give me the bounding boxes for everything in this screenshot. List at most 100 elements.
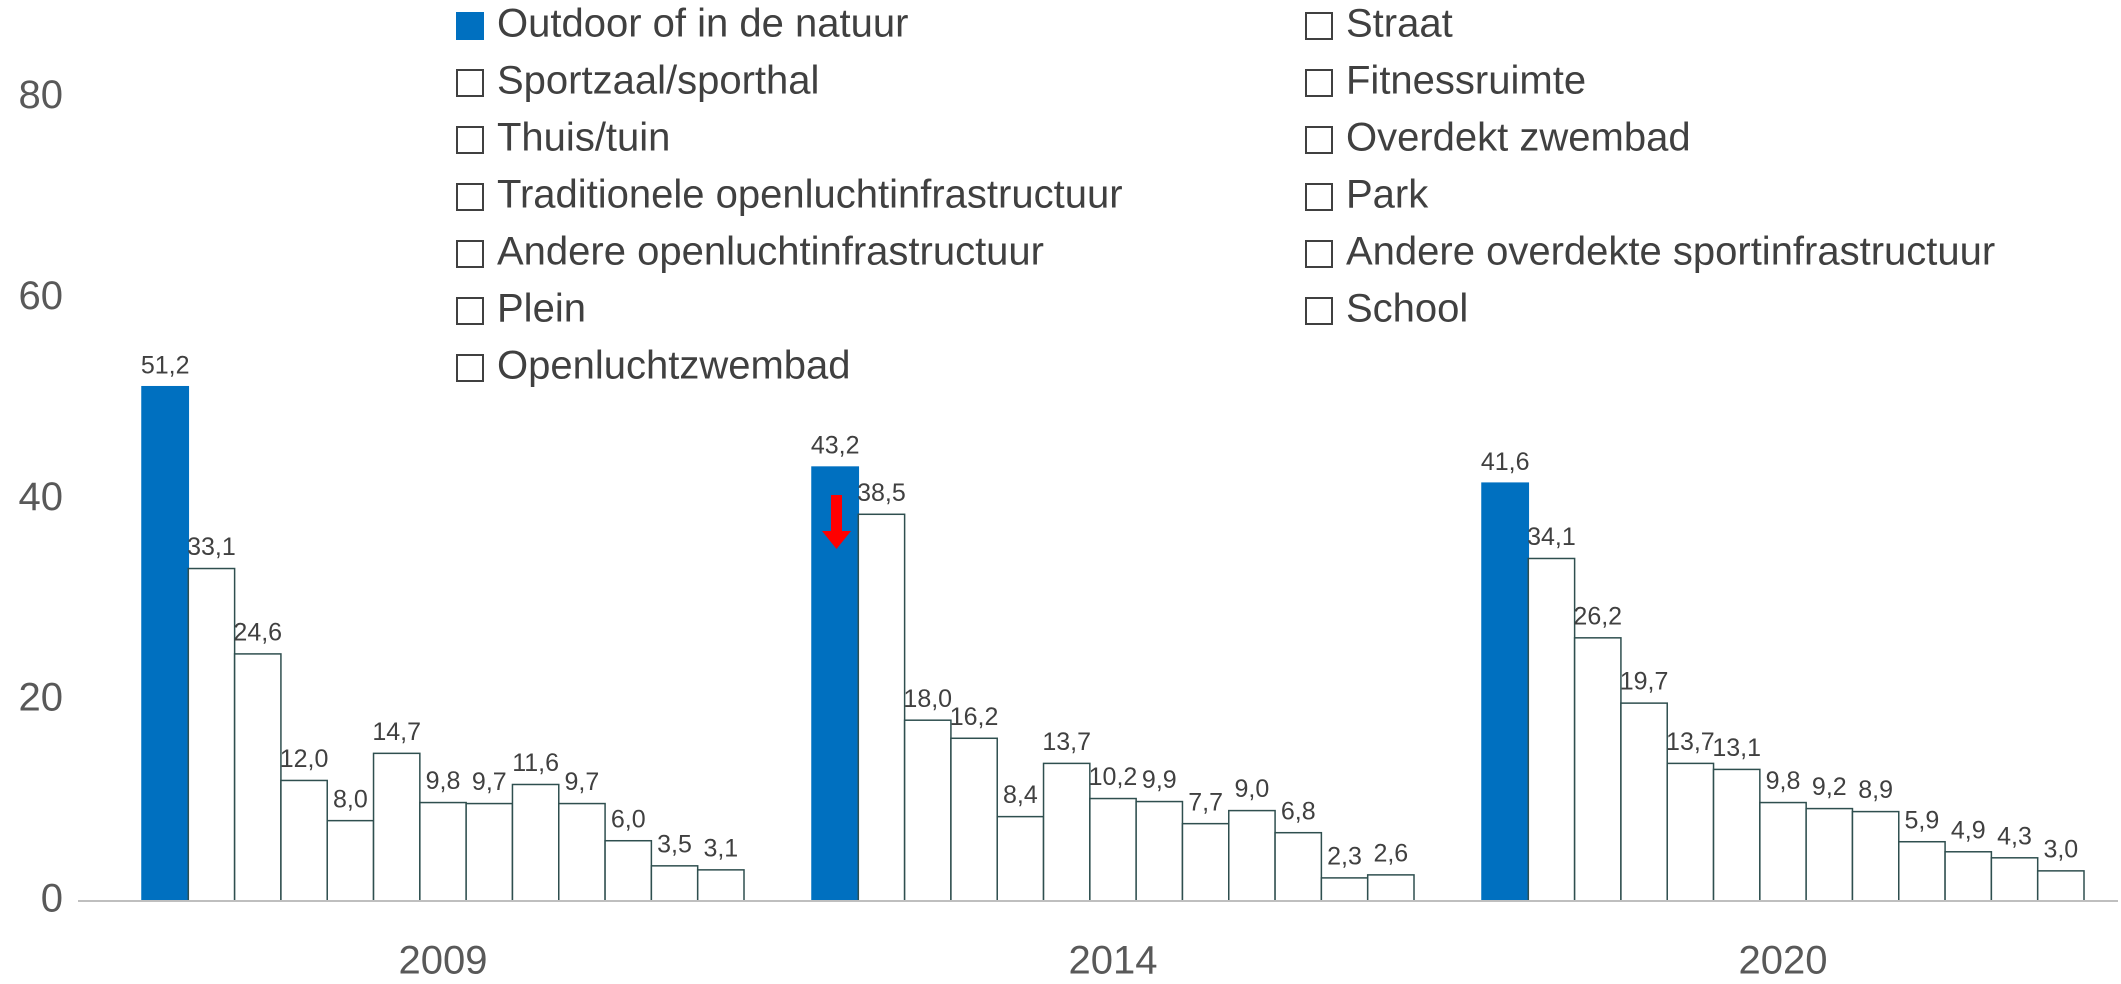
value-label: 26,2	[1573, 602, 1622, 630]
value-label: 8,0	[333, 785, 368, 813]
y-tick-label: 80	[19, 73, 64, 117]
value-label: 8,9	[1858, 776, 1893, 804]
x-tick-label: 2009	[399, 939, 488, 983]
value-label: 9,7	[472, 768, 507, 796]
value-label: 8,4	[1003, 781, 1038, 809]
bar	[1181, 822, 1230, 902]
bar	[1527, 557, 1576, 902]
legend-swatch	[456, 126, 484, 154]
y-tick-label: 40	[19, 475, 64, 519]
x-tick-label: 2014	[1069, 939, 1158, 983]
bar	[650, 865, 699, 902]
legend-label: School	[1346, 287, 1468, 331]
value-label: 51,2	[141, 351, 190, 379]
legend-swatch	[456, 183, 484, 211]
legend-label: Fitnessruimte	[1346, 59, 1586, 103]
bar	[903, 719, 952, 902]
value-label: 9,9	[1142, 766, 1177, 794]
bar	[141, 385, 190, 902]
value-label: 18,0	[903, 685, 952, 713]
bar	[1228, 809, 1276, 902]
bar	[280, 779, 328, 902]
bar	[419, 801, 467, 902]
bar	[511, 783, 560, 902]
bar	[1320, 877, 1369, 902]
bar	[1666, 762, 1715, 902]
value-label: 9,8	[1766, 767, 1801, 795]
bar	[1366, 874, 1415, 902]
value-label: 6,8	[1281, 797, 1316, 825]
legend-label: Plein	[497, 287, 586, 331]
value-label: 9,0	[1235, 775, 1270, 803]
bar	[1042, 762, 1091, 902]
value-label: 34,1	[1527, 523, 1576, 551]
y-tick-label: 0	[41, 877, 63, 921]
value-label: 9,2	[1812, 773, 1847, 801]
value-label: 4,3	[1997, 822, 2032, 850]
value-label: 6,0	[611, 805, 646, 833]
value-label: 14,7	[372, 718, 421, 746]
red-arrow	[822, 495, 851, 549]
bar	[996, 815, 1045, 902]
bar	[2036, 870, 2085, 902]
x-tick-label: 2020	[1739, 939, 1828, 983]
legend-label: Openluchtzwembad	[497, 344, 851, 388]
legend-swatch	[456, 297, 484, 325]
bar	[558, 802, 606, 902]
value-label: 38,5	[857, 479, 906, 507]
value-label: 13,1	[1712, 734, 1761, 762]
bar	[950, 737, 998, 902]
bar	[1759, 801, 1807, 902]
bar	[465, 802, 514, 902]
legend-swatch	[1305, 126, 1333, 154]
legend-swatch	[1305, 183, 1333, 211]
legend-label: Park	[1346, 173, 1429, 217]
y-tick-label: 60	[19, 274, 64, 318]
legend-label: Andere openluchtinfrastructuur	[497, 230, 1044, 274]
value-label: 2,3	[1327, 843, 1362, 871]
bar	[372, 752, 421, 902]
bar	[604, 839, 653, 902]
legend-label: Sportzaal/sporthal	[497, 59, 819, 103]
value-label: 4,9	[1951, 816, 1986, 844]
value-label: 13,7	[1042, 728, 1091, 756]
legend-swatch	[1305, 12, 1333, 40]
legend-label: Straat	[1346, 2, 1453, 46]
legend-swatch	[456, 12, 484, 40]
value-label: 41,6	[1481, 448, 1530, 476]
legend-swatch	[456, 69, 484, 97]
bar	[1274, 831, 1323, 902]
legend-label: Andere overdekte sportinfrastructuur	[1346, 230, 1995, 274]
bar	[1851, 810, 1900, 902]
bar	[1573, 637, 1622, 902]
bar	[187, 567, 236, 902]
bar	[1089, 797, 1137, 902]
bar	[1944, 851, 1993, 902]
value-label: 12,0	[280, 745, 329, 773]
legend-swatch	[456, 354, 484, 382]
legend-swatch	[456, 240, 484, 268]
value-label: 33,1	[187, 533, 236, 561]
value-label: 3,1	[703, 834, 738, 862]
value-label: 9,7	[565, 768, 600, 796]
value-label: 19,7	[1620, 668, 1669, 696]
legend-label: Outdoor of in de natuur	[497, 2, 908, 46]
value-label: 43,2	[811, 432, 860, 460]
bar	[1620, 702, 1668, 902]
bar	[1135, 800, 1184, 902]
value-label: 3,5	[657, 830, 692, 858]
bar	[1712, 768, 1761, 902]
legend-swatch	[1305, 297, 1333, 325]
value-label: 7,7	[1188, 788, 1223, 816]
bar	[857, 513, 906, 902]
bar	[326, 819, 375, 902]
legend-label: Thuis/tuin	[497, 116, 670, 160]
legend-swatch	[1305, 69, 1333, 97]
value-label: 11,6	[512, 749, 559, 777]
value-label: 3,0	[2043, 835, 2078, 863]
bar	[233, 653, 282, 902]
value-label: 10,2	[1089, 763, 1138, 791]
bar	[696, 869, 745, 902]
legend-swatch	[1305, 240, 1333, 268]
